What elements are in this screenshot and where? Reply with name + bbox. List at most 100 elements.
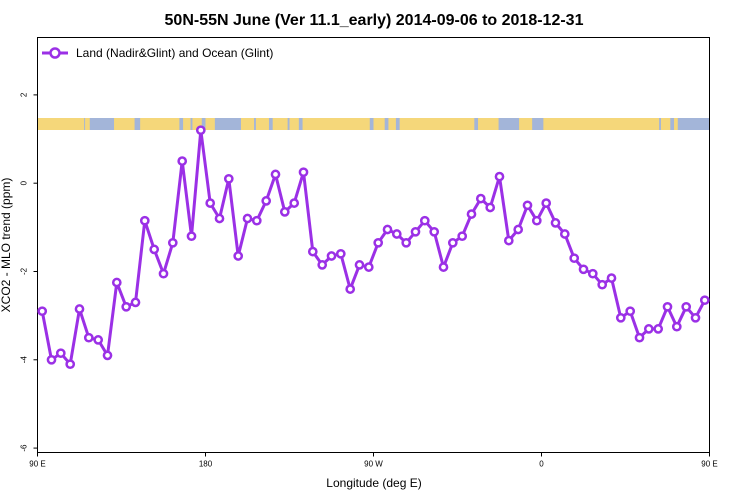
y-tick-label: -2 [20,267,29,275]
data-point [111,277,122,288]
data-point [139,215,150,226]
land-segment [289,118,299,130]
data-point [419,215,430,226]
data-point [559,229,570,239]
land-segment [674,118,678,130]
data-point [223,173,234,184]
land-segment [302,118,370,130]
data-point [186,231,197,242]
y-axis: 2 0 -2 -4 -6 [20,92,38,452]
land-segment [519,118,533,130]
data-point [485,202,496,213]
data-point [298,167,309,178]
land-segment [140,118,180,130]
y-tick-label: -6 [20,444,29,452]
data-point [205,198,216,208]
x-axis-title: Longitude (deg E) [326,476,421,490]
data-point [634,332,645,343]
x-tick-label: 0 [539,460,544,469]
data-point [429,226,440,237]
data-point [270,169,281,180]
data-point [671,321,682,332]
land-segment [205,118,215,130]
data-point [475,193,486,204]
data-point [438,262,449,272]
x-tick-label: 180 [199,460,213,469]
land-segment [37,118,85,130]
data-point [83,332,94,343]
data-point [65,359,76,370]
land-segment [388,118,396,130]
data-point [214,213,225,224]
data-point [401,237,412,248]
data-point [615,312,626,323]
land-segment [660,118,671,130]
legend: Land (Nadir&Glint) and Ocean (Glint) [42,46,273,60]
land-segment [255,118,269,130]
chart-title: 50N-55N June (Ver 11.1_early) 2014-09-06… [165,12,584,29]
data-point [149,244,160,255]
land-segment [192,118,202,130]
legend-marker-swatch [49,47,61,59]
data-point [335,248,346,259]
data-point [373,237,384,248]
data-point [662,301,673,312]
data-point [587,268,598,279]
data-point [597,279,608,290]
data-point [251,215,262,226]
land-segment [399,118,475,130]
land-segment [272,118,288,130]
data-point [494,171,505,182]
data-point [55,348,66,359]
data-point [541,198,552,208]
data-point [74,304,85,314]
data-point [466,209,477,219]
data-point [326,251,337,261]
x-tick-label: 90 E [29,460,45,469]
data-point [93,335,104,345]
data-point [167,237,178,248]
data-point [46,354,57,365]
data-point [625,306,636,317]
land-segment [183,118,191,130]
data-point [279,207,290,217]
data-point [158,268,169,279]
data-point [513,224,524,235]
land-segment [543,118,660,130]
data-point [37,306,48,317]
data-point [261,196,272,206]
land-segment [85,118,90,130]
data-point [354,260,365,270]
data-point [345,284,356,294]
legend-label: Land (Nadir&Glint) and Ocean (Glint) [76,46,273,60]
data-point [522,200,533,211]
data-point [195,125,206,136]
data-point [550,218,561,228]
data-point [690,312,701,323]
x-tick-label: 90 W [364,460,383,469]
data-point [699,295,710,306]
data-point [653,324,664,334]
data-point [242,213,253,224]
land-segment [478,118,499,130]
y-tick-label: 2 [20,92,29,97]
data-point [531,215,542,226]
data-point [102,350,113,361]
data-point [391,229,402,239]
data-point [363,262,374,272]
series-layer [37,125,710,370]
land-segment [114,118,135,130]
data-point [457,231,468,242]
data-point [317,260,328,270]
land-segment [373,118,385,130]
x-axis: 90 E 180 90 W 0 90 E [29,452,718,469]
data-point [503,235,514,246]
data-point [130,297,141,308]
land-ocean-band [37,118,710,130]
data-point [578,264,589,275]
data-point [177,156,188,166]
data-point [606,273,617,283]
data-point [121,301,132,312]
y-tick-label: 0 [20,180,29,185]
